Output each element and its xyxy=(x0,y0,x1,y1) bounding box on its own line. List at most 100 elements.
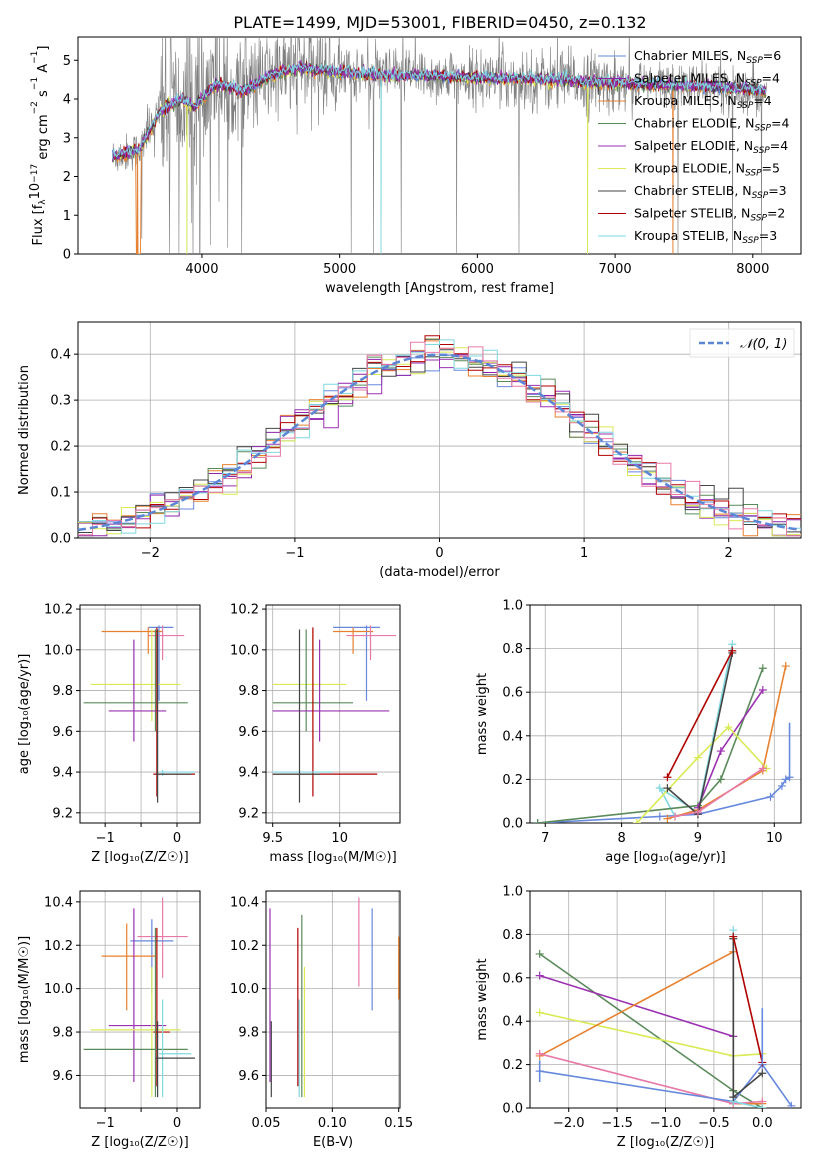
residual-legend: 𝒩(0, 1) xyxy=(689,328,795,358)
weight-line-ce xyxy=(537,667,764,823)
legend-tail: =6 xyxy=(763,48,781,63)
weight-marker xyxy=(535,971,544,980)
x-tick-label: 0.15 xyxy=(384,1116,413,1131)
x-tick-label: 5000 xyxy=(323,262,356,277)
legend-tail: =2 xyxy=(767,206,785,221)
weight_vs_Z-marks xyxy=(535,926,796,1108)
x-tick-label: −2.0 xyxy=(553,1116,585,1131)
y-tick-label: 9.8 xyxy=(238,684,259,699)
legend-tail: =3 xyxy=(768,183,786,198)
age_vs_Z-frame xyxy=(79,604,201,824)
legend-text: Kroupa STELIB, N xyxy=(634,228,742,243)
x-tick-label: 9 xyxy=(694,831,702,846)
legend-tail: =5 xyxy=(762,161,780,176)
residuals-ylabel: Normed distribution xyxy=(17,365,32,495)
model-spectrum-kst xyxy=(111,62,767,254)
legend-label: Chabrier ELODIE, NSSP=4 xyxy=(634,116,789,134)
y-tick-label: 0.3 xyxy=(50,394,71,409)
weight-marker xyxy=(535,1008,544,1017)
age_vs_Z-xlabel: Z [log₁₀(Z/Z☉)] xyxy=(91,850,188,865)
mass_vs_Z-plot-area xyxy=(80,891,200,1108)
legend-tail: =4 xyxy=(753,93,771,108)
legend-sub: SSP xyxy=(745,79,762,89)
legend-text: Salpeter MILES, N xyxy=(634,71,745,86)
y-tick-label: 0.0 xyxy=(502,1102,523,1117)
x-tick-label: 4000 xyxy=(185,262,218,277)
spectrum-marks xyxy=(111,37,767,254)
residuals-frame xyxy=(77,321,802,539)
weight-marker xyxy=(663,784,672,793)
x-tick-label: 0 xyxy=(173,831,181,846)
ylabel-part: ] xyxy=(36,46,51,51)
weight_vs_age-xlabel: age [log₁₀(age/yr)] xyxy=(605,850,726,865)
residuals-marks xyxy=(78,335,801,537)
ylabel-part: λ xyxy=(38,199,48,205)
residuals-axes: −2 −1 0 1 2 0.0 0.1 0.2 0.3 0.4 (data-model)/error… xyxy=(17,321,802,580)
y-tick-label: 0.2 xyxy=(50,440,71,455)
age_vs_mass-frame xyxy=(265,604,401,824)
y-tick-label: 9.8 xyxy=(238,1026,259,1041)
weight_vs_Z-ylabel: mass weight xyxy=(475,958,490,1040)
weight-marker xyxy=(729,1093,738,1102)
x-tick-label: 7000 xyxy=(599,262,632,277)
x-tick-label: 1 xyxy=(580,546,588,561)
y-tick-label: 9.6 xyxy=(52,1069,73,1084)
weight-marker xyxy=(766,792,775,801)
y-tick-label: 9.8 xyxy=(52,1026,73,1041)
legend-sub: SSP xyxy=(737,101,754,111)
y-tick-label: 0.2 xyxy=(502,773,523,788)
x-tick-label: −1.5 xyxy=(601,1116,633,1131)
y-tick-label: 2 xyxy=(63,170,71,185)
legend-sub: SSP xyxy=(742,236,759,246)
y-tick-label: 10.2 xyxy=(44,939,73,954)
ylabel-part: Flux [f xyxy=(31,204,46,245)
x-tick-label: 10 xyxy=(331,831,348,846)
mass_vs_Z-ylabel: mass [log₁₀(M/M☉)] xyxy=(17,936,32,1063)
y-tick-label: 10.4 xyxy=(44,895,73,910)
weight-marker xyxy=(729,932,738,941)
residual-histogram-pink xyxy=(78,341,801,537)
x-tick-label: 10 xyxy=(766,831,783,846)
legend-sub: SSP xyxy=(746,56,763,66)
y-tick-label: 4 xyxy=(63,93,71,108)
weight-marker xyxy=(693,753,702,762)
age_vs_Z-ylabel: age [log₁₀(age/yr)] xyxy=(17,654,32,775)
weight-marker xyxy=(632,819,641,823)
age_vs_Z-axes: −1 0 9.2 9.4 9.6 9.8 10.0 10.2 Z [log₁₀(Z/Z☉)] ag… xyxy=(17,603,201,865)
y-tick-label: 10.0 xyxy=(230,643,259,658)
residual-histogram-kst xyxy=(78,339,801,534)
y-tick-label: 0.0 xyxy=(50,532,71,547)
ylabel-part: −1 xyxy=(30,51,40,64)
x-tick-label: −1 xyxy=(96,831,115,846)
mass_vs_Z-axes: −1 0 9.6 9.8 10.0 10.2 10.4 Z [log₁₀(Z/Z☉)] mass… xyxy=(17,890,201,1150)
legend-label: Kroupa ELODIE, NSSP=5 xyxy=(634,161,780,179)
legend-label: 𝒩(0, 1) xyxy=(740,337,787,352)
legend-text: Chabrier ELODIE, N xyxy=(634,116,754,131)
weight_vs_age-ylabel: mass weight xyxy=(475,673,490,755)
weight-marker xyxy=(758,764,767,773)
weight-marker xyxy=(716,747,725,756)
weight-line-kst xyxy=(657,644,734,817)
residual-histogram-sm xyxy=(78,355,801,537)
y-tick-label: 10.2 xyxy=(230,939,259,954)
weight-line-pink xyxy=(539,1053,763,1105)
y-tick-label: 0.4 xyxy=(50,348,71,363)
mass_vs_Z-frame xyxy=(79,890,201,1109)
x-tick-label: −1.0 xyxy=(650,1116,682,1131)
legend-sub: SSP xyxy=(745,169,762,179)
ylabel-part: −1 xyxy=(30,77,40,90)
legend-text: Salpeter STELIB, N xyxy=(634,206,750,221)
weight-line-ss xyxy=(666,650,734,778)
ylabel-part: −17 xyxy=(30,164,40,183)
weight-marker xyxy=(781,662,790,671)
ylabel-part: s xyxy=(36,90,51,101)
x-tick-label: 8 xyxy=(617,831,625,846)
y-tick-label: 9.6 xyxy=(52,725,73,740)
y-tick-label: 10.0 xyxy=(230,982,259,997)
y-tick-label: 9.4 xyxy=(238,766,259,781)
y-tick-label: 1.0 xyxy=(502,599,523,614)
x-tick-label: 0.0 xyxy=(752,1116,773,1131)
legend-tail: =3 xyxy=(759,228,777,243)
